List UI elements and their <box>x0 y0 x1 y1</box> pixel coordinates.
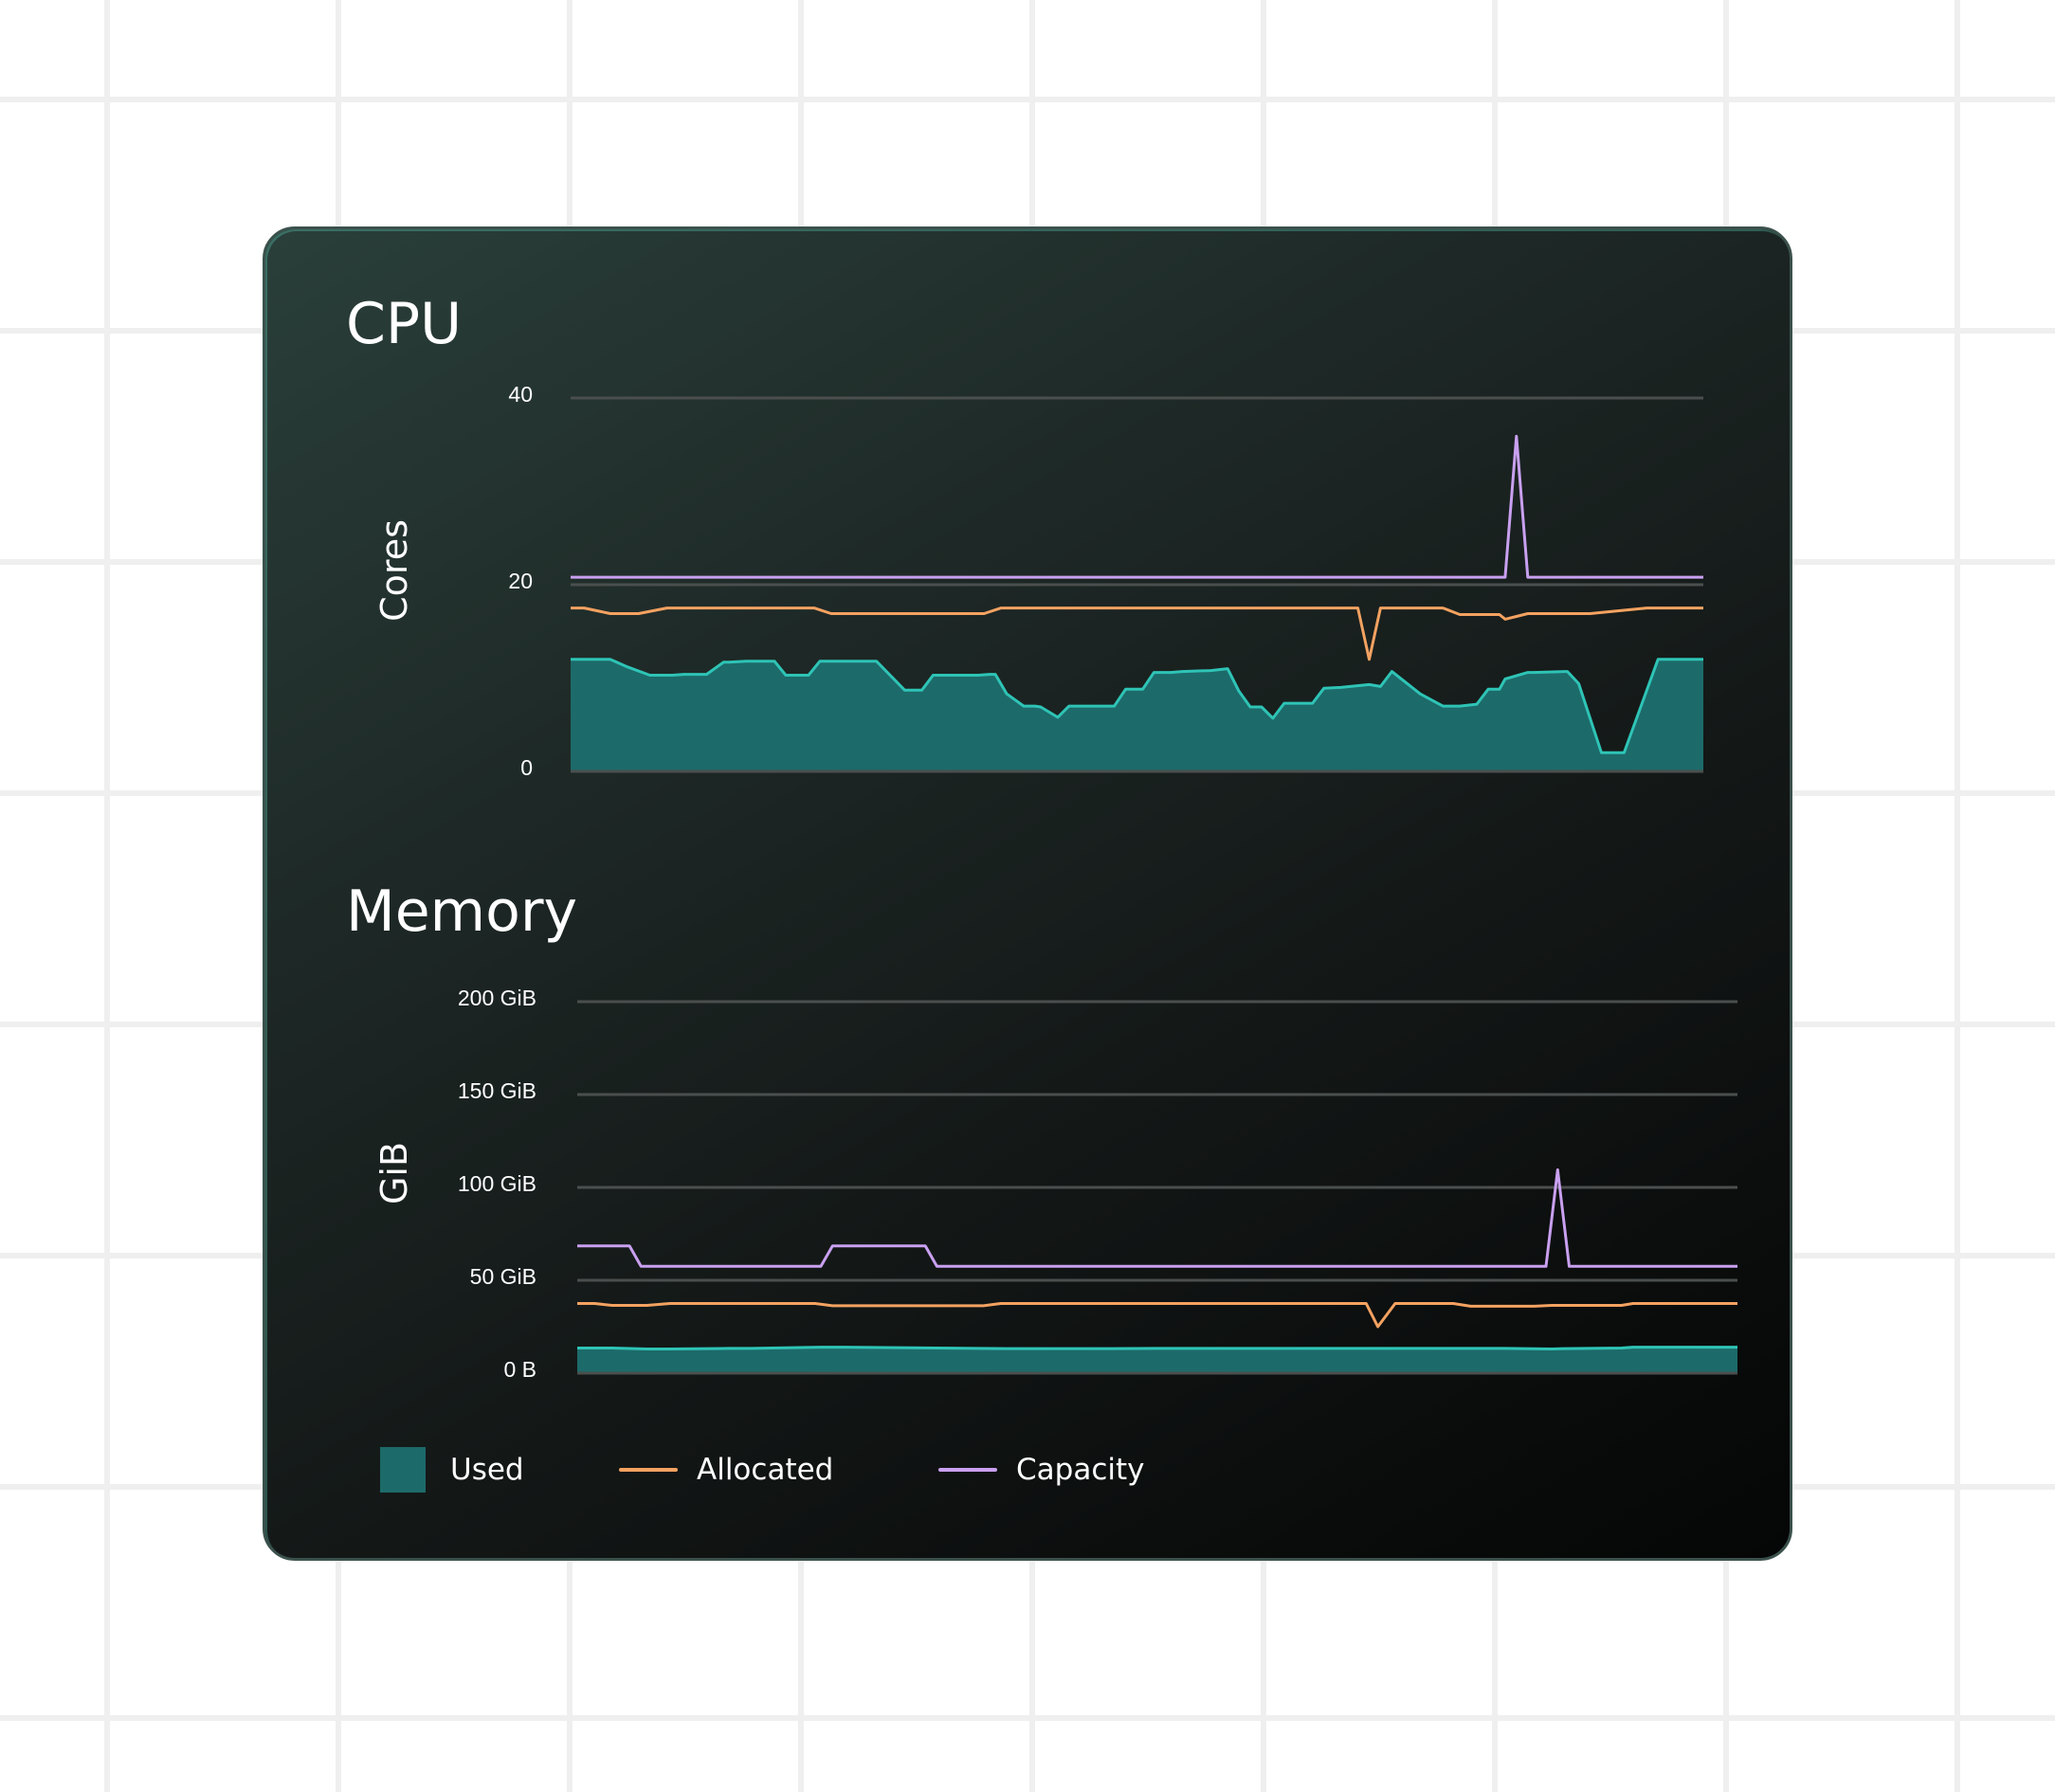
charts-canvas: 0 20 40 Cores 0 B 50 GiB 100 GiB 150 GiB 200 Gi… <box>373 382 1737 1382</box>
memory-y-tick-label: 150 GiB <box>458 1078 536 1103</box>
cpu-allocated-line <box>571 606 1703 661</box>
legend-allocated-label: Allocated <box>697 1453 834 1487</box>
legend-used-swatch <box>380 1447 426 1493</box>
metrics-card: CPU Memory 0 20 40 Cores 0 B 50 GiB 100 GiB 15… <box>263 226 1792 1561</box>
memory-y-tick-label: 200 GiB <box>458 986 536 1010</box>
legend-allocated-swatch <box>619 1468 678 1472</box>
cpu-chart-title: CPU <box>346 291 462 357</box>
memory-y-axis-label: GiB <box>373 1142 415 1204</box>
memory-used-line <box>577 1346 1737 1350</box>
legend-used-label: Used <box>450 1453 524 1487</box>
memory-y-tick-label: 100 GiB <box>458 1171 536 1196</box>
legend-capacity-swatch <box>938 1468 997 1472</box>
memory-chart-title: Memory <box>346 878 578 945</box>
legend-item-allocated[interactable]: Allocated <box>619 1446 833 1493</box>
cpu-used-area <box>571 659 1703 771</box>
legend-capacity-label: Capacity <box>1016 1453 1145 1487</box>
memory-chart: 0 B 50 GiB 100 GiB 150 GiB 200 GiB GiB <box>373 986 1737 1382</box>
memory-capacity-line <box>577 1168 1737 1268</box>
cpu-y-tick-label: 40 <box>508 382 533 407</box>
cpu-capacity-line <box>571 434 1703 579</box>
memory-y-tick-label: 50 GiB <box>470 1264 536 1289</box>
cpu-y-tick-label: 0 <box>520 755 533 780</box>
memory-y-tick-label: 0 B <box>503 1357 536 1382</box>
cpu-y-tick-label: 20 <box>508 569 533 593</box>
cpu-y-axis-label: Cores <box>373 519 415 622</box>
memory-allocated-line <box>577 1302 1737 1329</box>
legend-item-capacity[interactable]: Capacity <box>938 1446 1144 1493</box>
legend-item-used[interactable]: Used <box>380 1446 524 1493</box>
memory-used-area <box>577 1347 1737 1373</box>
cpu-used-line <box>571 658 1703 754</box>
cpu-chart: 0 20 40 Cores <box>373 382 1703 780</box>
